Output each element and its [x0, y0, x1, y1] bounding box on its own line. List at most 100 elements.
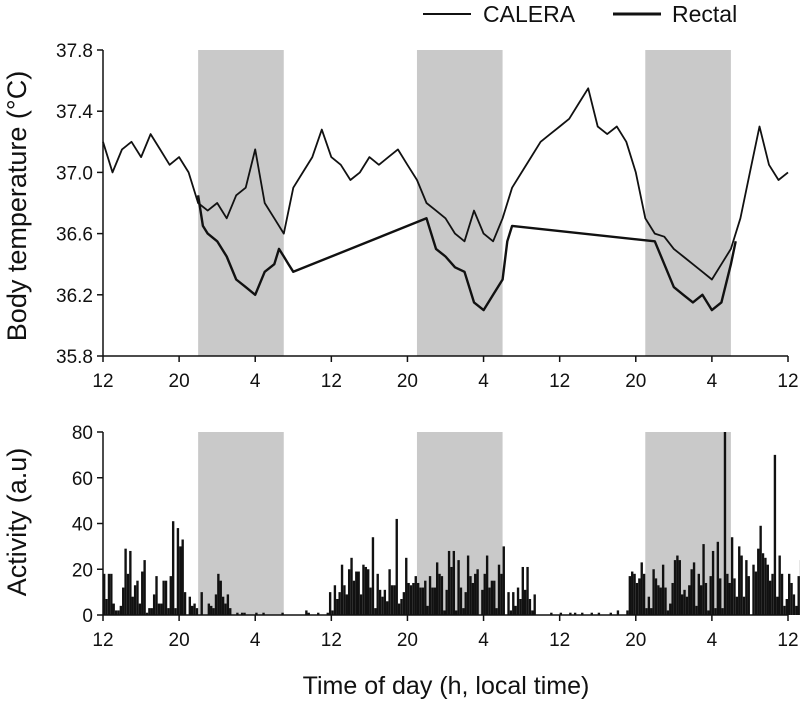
activity-bar [307, 612, 310, 615]
activity-bar [490, 580, 494, 615]
activity-bar [119, 605, 123, 615]
bottom-shade-1 [198, 432, 284, 615]
activity-bar [400, 598, 403, 615]
activity-bar [450, 566, 453, 615]
top-x-tick-label: 4 [250, 371, 261, 392]
activity-bar [236, 612, 239, 615]
bottom-y-axis-title: Activity (a.u) [2, 448, 32, 597]
activity-bar [714, 608, 717, 615]
activity-bar [569, 612, 572, 615]
activity-bar [550, 612, 553, 615]
activity-bar [305, 610, 308, 615]
activity-bar [666, 610, 670, 615]
activity-bar [347, 569, 351, 615]
activity-bar [752, 564, 755, 615]
activity-bar [445, 589, 448, 615]
legend-rectal-label: Rectal [672, 1, 737, 27]
activity-bar [509, 610, 513, 615]
activity-bar [145, 612, 149, 615]
activity-bar [533, 594, 536, 615]
activity-bar [219, 580, 222, 615]
activity-bar [704, 582, 708, 615]
activity-bar [179, 546, 182, 615]
series-calera-line [102, 87, 789, 281]
activity-bar [397, 603, 401, 615]
activity-bar [773, 454, 777, 615]
activity-bar [447, 550, 451, 615]
activity-bar [152, 594, 156, 615]
bottom-x-tick-label: 12 [92, 630, 113, 651]
legend-calera-label: CALERA [483, 1, 576, 27]
activity-bar [695, 605, 698, 615]
activity-bar [483, 573, 486, 615]
activity-bar [699, 585, 703, 615]
activity-bar [350, 557, 353, 615]
activity-bar [673, 560, 677, 615]
top-y-tick-label: 35.8 [56, 347, 93, 368]
bottom-night-shading [198, 432, 731, 615]
activity-bar [742, 596, 746, 615]
activity-bar [414, 576, 417, 615]
activity-bar [155, 576, 158, 615]
activity-bar [764, 557, 767, 615]
activity-bar [500, 573, 503, 615]
activity-bar [626, 610, 629, 615]
activity-bar [735, 596, 739, 615]
activity-bar [642, 573, 646, 615]
activity-bar [181, 539, 184, 615]
activity-bar [466, 555, 470, 615]
activity-bar [424, 580, 427, 615]
activity-bar [745, 560, 748, 615]
activity-bar [581, 612, 584, 615]
activity-bar [440, 576, 444, 615]
activity-bar [340, 564, 344, 615]
activity-bar [697, 573, 700, 615]
temperature-lines [102, 87, 789, 312]
activity-bar [652, 569, 655, 615]
activity-bar [262, 612, 265, 615]
activity-bar [471, 582, 475, 615]
bottom-x-tick-label: 12 [777, 630, 798, 651]
activity-bar [378, 589, 382, 615]
top-x-tick-label: 20 [625, 371, 646, 392]
activity-bar [455, 610, 458, 615]
activity-bar [676, 555, 679, 615]
top-x-tick-label: 20 [169, 371, 190, 392]
activity-bar [195, 608, 199, 615]
activity-bar [797, 576, 800, 615]
activity-bar [516, 587, 520, 615]
activity-bar [402, 592, 406, 615]
activity-bar [716, 541, 720, 615]
activity-bar [526, 566, 529, 615]
activity-bar [207, 603, 211, 615]
activity-bar [376, 573, 379, 615]
activity-bar [117, 610, 120, 615]
activity-bar [678, 560, 681, 615]
activity-bar [776, 596, 779, 615]
top-x-tick-label: 12 [92, 371, 113, 392]
bottom-y-tick-label: 80 [72, 423, 93, 444]
activity-bar [328, 592, 332, 615]
bottom-y-tick-label: 60 [72, 469, 93, 490]
activity-bar [124, 548, 127, 615]
activity-bar [345, 594, 348, 615]
activity-bar [730, 537, 734, 615]
activity-bar [191, 605, 194, 615]
top-x-tick-label: 12 [321, 371, 342, 392]
activity-bar [126, 573, 130, 615]
top-shade-1 [198, 50, 284, 356]
activity-bar [757, 548, 760, 615]
activity-bar [493, 580, 496, 615]
activity-bar [497, 564, 501, 615]
activity-bar [374, 608, 377, 615]
activity-bar [680, 594, 684, 615]
activity-bar [688, 585, 691, 615]
activity-bar [590, 612, 593, 615]
legend: CALERA Rectal [423, 1, 737, 27]
activity-bar [386, 601, 389, 615]
activity-bar [671, 582, 674, 615]
activity-bar [416, 582, 420, 615]
activity-bar [169, 576, 172, 615]
activity-bar [771, 573, 774, 615]
bottom-x-tick-label: 4 [707, 630, 718, 651]
